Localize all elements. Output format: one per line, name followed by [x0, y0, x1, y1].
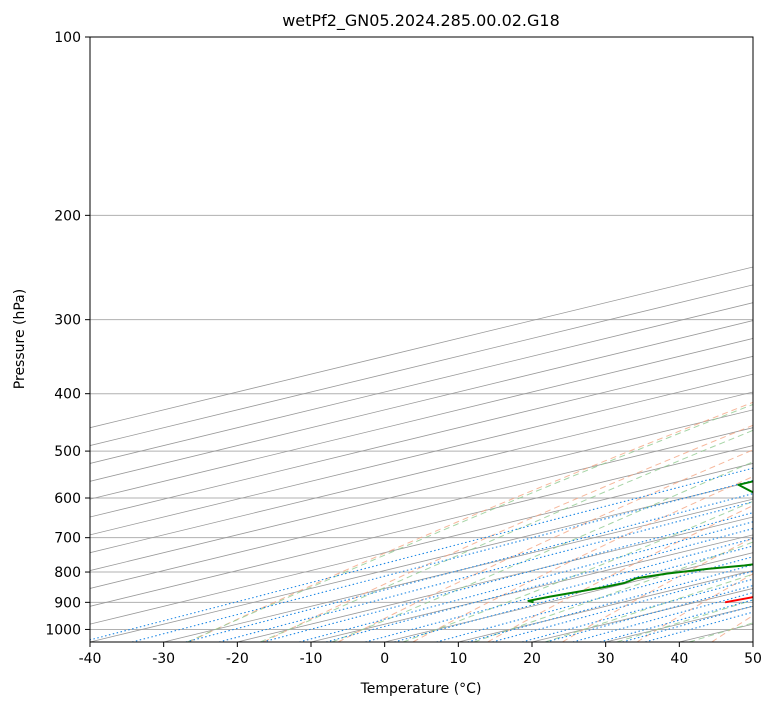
- isotherm-line: [237, 516, 753, 642]
- mixing-ratio-line: [546, 584, 753, 642]
- dry-adiabat-line: [263, 424, 753, 642]
- moist-adiabat-line: [187, 403, 753, 642]
- dry-adiabat-line: [412, 476, 753, 642]
- mixing-ratio-line: [521, 578, 753, 642]
- dry-adiabat-line: [188, 401, 753, 642]
- moist-adiabat-line: [544, 573, 753, 642]
- y-tick-label: 500: [54, 444, 81, 460]
- mixing-ratio-line: [299, 521, 753, 642]
- y-tick-label: 100: [54, 30, 81, 46]
- isotherm-line: [310, 534, 753, 642]
- mixing-ratio-line: [436, 556, 753, 642]
- isotherm-line: [90, 320, 753, 482]
- y-tick-label: 600: [54, 491, 81, 507]
- mixing-ratio-line: [645, 611, 753, 642]
- x-tick-label: 30: [597, 651, 615, 667]
- isotherm-line: [90, 427, 753, 589]
- mixing-ratio-line: [90, 467, 753, 641]
- x-tick-label: -20: [226, 651, 249, 667]
- x-axis-ticks: -40 -30 -20 -10 0 10 20 30 40 50: [79, 642, 762, 667]
- plot-background: [90, 37, 753, 642]
- y-tick-label: 800: [54, 565, 81, 581]
- x-axis-label: Temperature (°C): [360, 681, 482, 697]
- moist-adiabat-line: [260, 429, 753, 642]
- moist-adiabat-line: [331, 461, 753, 642]
- isotherm-line: [90, 391, 753, 554]
- mixing-ratio-line: [131, 479, 753, 642]
- dewpoint-profile-line: [527, 480, 753, 604]
- y-tick-label: 200: [54, 208, 81, 224]
- y-tick-label: 1000: [45, 622, 81, 638]
- isotherm-line: [90, 445, 753, 607]
- mixing-ratio-line: [599, 599, 753, 642]
- x-tick-label: 20: [523, 651, 541, 667]
- y-tick-label: 300: [54, 313, 81, 329]
- x-tick-label: 40: [670, 651, 688, 667]
- mixing-ratio-line: [572, 592, 753, 642]
- mixing-ratio-line: [218, 501, 753, 642]
- profile-lines: [527, 480, 753, 604]
- mixing-ratio-line: [185, 493, 753, 642]
- moist-adiabat-line: [473, 541, 753, 642]
- y-tick-label: 400: [54, 387, 81, 403]
- thermo-lines: [90, 266, 753, 642]
- x-tick-label: 50: [744, 651, 762, 667]
- y-tick-label: 700: [54, 531, 81, 547]
- isotherm-line: [90, 463, 753, 625]
- dry-adiabat-line: [636, 573, 753, 642]
- isotherm-line: [90, 409, 753, 571]
- y-tick-label: 900: [54, 595, 81, 611]
- x-tick-label: 0: [380, 651, 389, 667]
- isotherm-line: [90, 302, 753, 464]
- plot-frame: [89, 36, 754, 643]
- isotherm-line: [90, 266, 753, 429]
- dry-adiabat-line: [562, 537, 753, 642]
- x-tick-label: -30: [152, 651, 175, 667]
- y-axis-label: Pressure (hPa): [12, 289, 28, 389]
- mixing-ratio-line: [622, 605, 753, 642]
- mixing-ratio-line: [325, 528, 753, 642]
- x-tick-label: -10: [300, 651, 323, 667]
- isotherm-line: [90, 338, 753, 500]
- isotherm-line: [90, 480, 753, 642]
- isotherm-line: [90, 284, 753, 446]
- chart-title: wetPf2_GN05.2024.285.00.02.G18: [282, 11, 560, 31]
- x-tick-label: 10: [449, 651, 467, 667]
- isotherm-line: [163, 498, 753, 642]
- x-tick-label: -40: [79, 651, 102, 667]
- y-axis-ticks: 100 200 300 400 500 600 700 800 900 1000: [45, 30, 90, 638]
